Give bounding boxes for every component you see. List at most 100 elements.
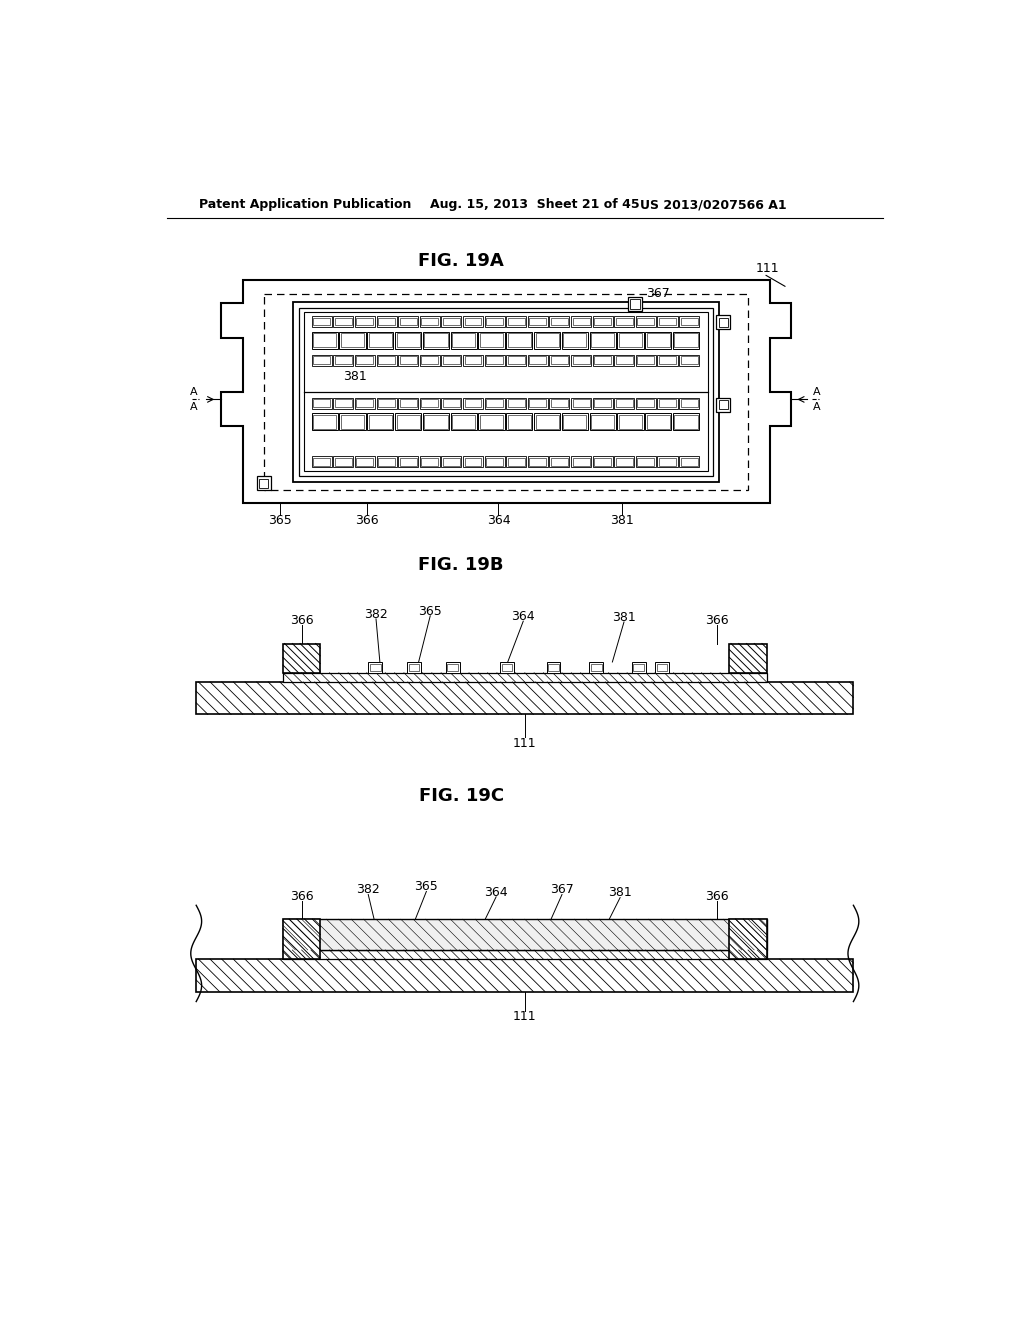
Bar [356, 458, 374, 466]
Bar [283, 950, 767, 960]
Bar [550, 355, 569, 366]
Bar [529, 356, 547, 364]
Bar [335, 400, 352, 407]
Bar [311, 457, 332, 467]
Text: 364: 364 [484, 886, 508, 899]
Bar [571, 317, 591, 327]
Bar [571, 355, 591, 366]
Bar [313, 400, 330, 407]
Bar [614, 457, 634, 467]
Bar [398, 355, 418, 366]
Bar [657, 457, 678, 467]
Bar [529, 318, 547, 326]
Bar [591, 664, 601, 671]
Bar [617, 331, 644, 348]
Bar [594, 318, 611, 326]
Bar [536, 333, 559, 347]
Bar [399, 318, 417, 326]
Bar [659, 400, 676, 407]
Bar [398, 397, 418, 409]
Bar [311, 397, 332, 409]
Bar [593, 355, 612, 366]
Bar [420, 397, 440, 409]
Bar [594, 458, 611, 466]
Bar [484, 317, 505, 327]
Bar [615, 458, 633, 466]
Bar [340, 413, 366, 430]
Bar [502, 664, 512, 671]
Bar [636, 355, 656, 366]
Bar [333, 355, 353, 366]
Bar [551, 356, 568, 364]
Bar [484, 355, 505, 366]
Bar [486, 458, 503, 466]
Bar [283, 919, 321, 960]
Bar [465, 400, 481, 407]
Bar [618, 333, 642, 347]
Bar [500, 663, 514, 673]
Bar [441, 397, 462, 409]
Bar [341, 333, 365, 347]
Bar [729, 644, 767, 673]
Bar [550, 457, 569, 467]
Bar [341, 414, 365, 429]
Bar [534, 331, 560, 348]
Bar [562, 413, 588, 430]
Bar [313, 333, 336, 347]
Bar [719, 400, 728, 409]
Bar [506, 397, 526, 409]
Bar [264, 294, 748, 490]
Bar [591, 333, 614, 347]
Bar [637, 400, 654, 407]
Bar [508, 414, 530, 429]
Bar [636, 457, 656, 467]
Bar [551, 400, 568, 407]
Bar [673, 331, 699, 348]
Bar [395, 331, 421, 348]
Bar [572, 458, 590, 466]
Bar [313, 458, 330, 466]
Bar [679, 317, 699, 327]
Bar [453, 333, 475, 347]
Bar [679, 397, 699, 409]
Bar [377, 397, 396, 409]
Bar [463, 397, 483, 409]
Bar [633, 664, 644, 671]
Bar [409, 664, 420, 671]
Bar [421, 356, 438, 364]
Bar [311, 331, 338, 348]
Text: 367: 367 [550, 883, 573, 896]
Bar [572, 318, 590, 326]
Bar [679, 457, 699, 467]
Bar [378, 318, 395, 326]
Bar [443, 400, 460, 407]
Bar [368, 331, 393, 348]
Text: FIG. 19A: FIG. 19A [419, 252, 504, 269]
Polygon shape [221, 280, 792, 503]
Bar [398, 317, 418, 327]
Bar [370, 664, 381, 671]
Bar [647, 414, 670, 429]
Text: 364: 364 [511, 610, 536, 623]
Bar [197, 960, 853, 991]
Text: 364: 364 [486, 513, 510, 527]
Bar [283, 644, 321, 673]
Bar [378, 356, 395, 364]
Bar [465, 318, 481, 326]
Bar [506, 457, 526, 467]
Bar [480, 414, 503, 429]
Bar [550, 317, 569, 327]
Bar [508, 400, 524, 407]
Bar [369, 663, 382, 673]
Bar [659, 356, 676, 364]
Bar [590, 331, 615, 348]
Bar [591, 414, 614, 429]
Bar [614, 317, 634, 327]
Bar [716, 315, 730, 330]
Bar [506, 355, 526, 366]
Bar [399, 400, 417, 407]
Bar [257, 477, 270, 490]
Bar [729, 919, 767, 960]
Bar [628, 297, 642, 312]
Bar [593, 317, 612, 327]
